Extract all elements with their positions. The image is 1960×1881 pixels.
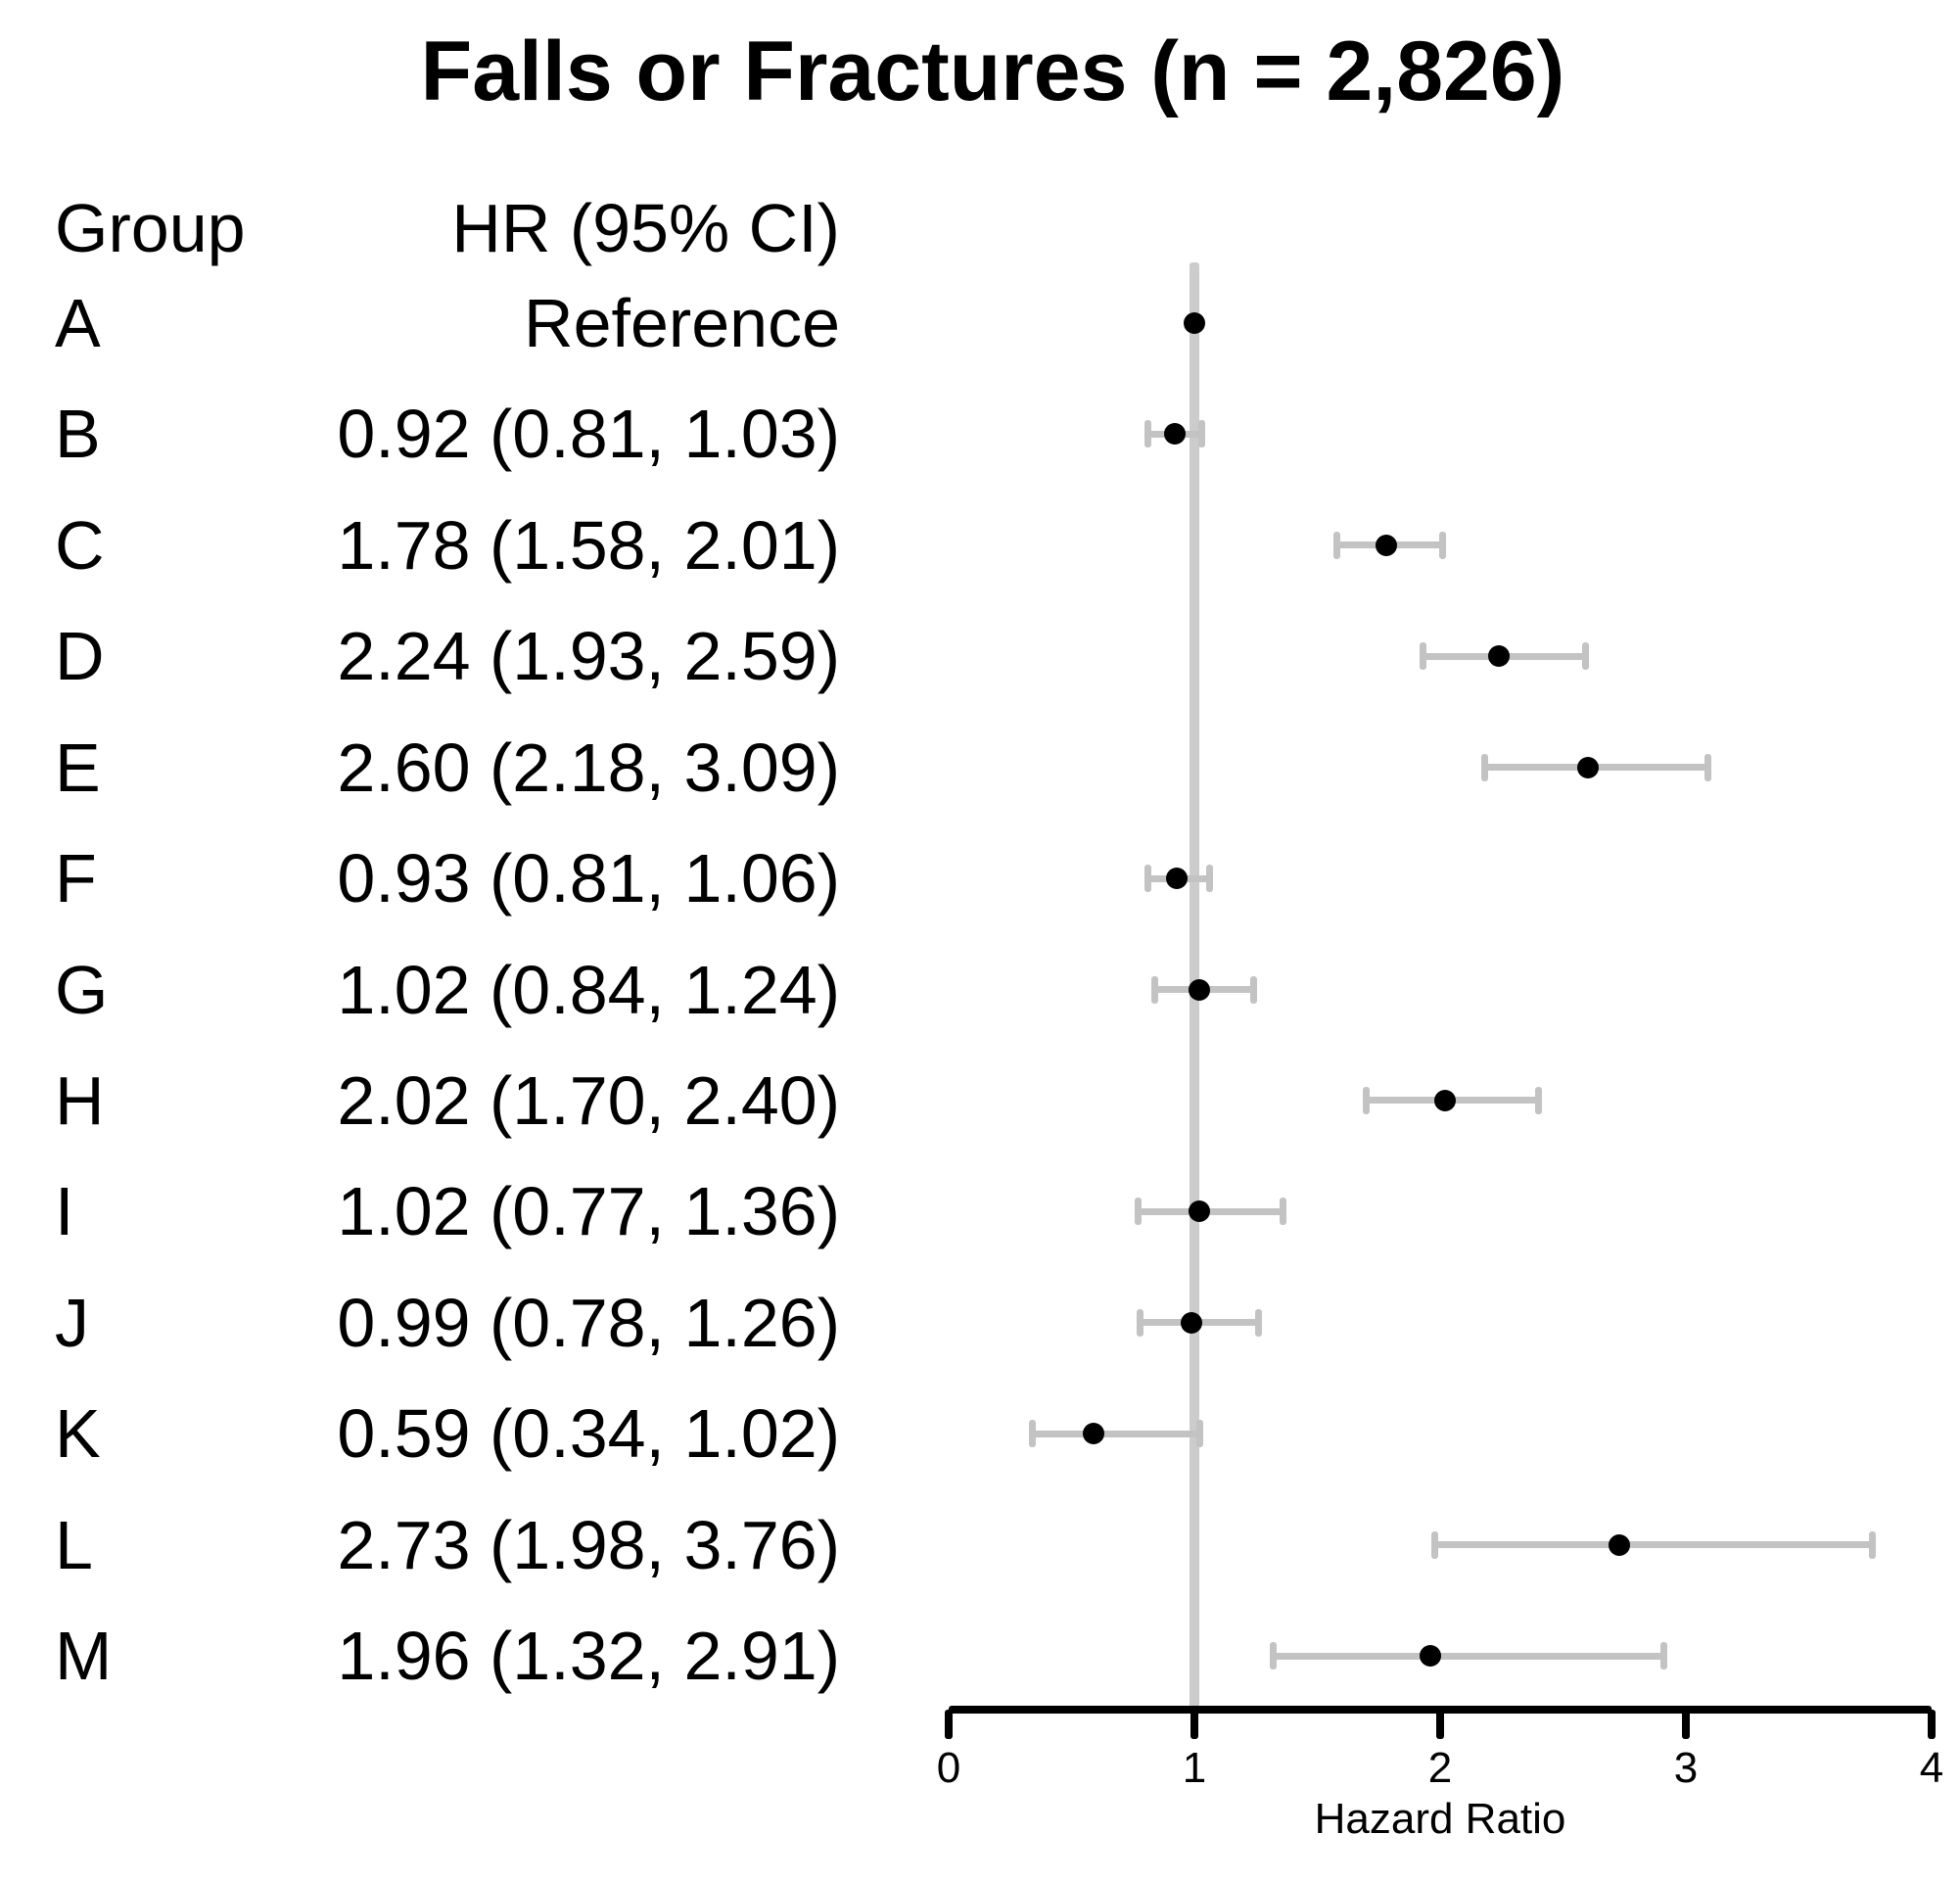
row-hr-ci-label: 2.24 (1.93, 2.59) [337,618,840,695]
error-bar-cap-right [1249,975,1257,1004]
error-bar-cap-right [1869,1530,1877,1559]
point-dot [1419,1645,1441,1668]
x-tick [1928,1710,1936,1739]
error-bar-cap-right [1279,1198,1286,1226]
point-dot [1576,756,1599,778]
point-dot [1184,312,1205,334]
error-bar [1032,1430,1199,1437]
point-dot [1083,1423,1105,1445]
error-bar-cap-left [1151,975,1159,1004]
row-group-label: B [55,396,101,473]
point-dot [1166,868,1189,890]
error-bar-cap-left [1419,642,1426,671]
hr-column-header: HR (95% CI) [451,190,840,266]
point-dot [1375,534,1397,556]
row-group-label: M [55,1618,113,1695]
row-hr-ci-label: 1.02 (0.84, 1.24) [337,951,840,1028]
row-group-label: H [55,1061,105,1139]
error-bar [1138,1207,1283,1215]
row-group-label: J [55,1284,89,1361]
point-dot [1189,978,1211,1001]
group-column-header: Group [55,190,246,266]
error-bar-cap-right [1198,420,1206,448]
row-hr-ci-label: 0.93 (0.81, 1.06) [337,840,840,917]
error-bar-cap-left [1363,1086,1371,1114]
chart-title: Falls or Fractures (n = 2,826) [420,24,1565,118]
row-group-label: D [55,618,105,695]
row-hr-ci-label: 2.02 (1.70, 2.40) [337,1061,840,1139]
error-bar-cap-right [1581,642,1589,671]
error-bar-cap-left [1269,1642,1277,1670]
error-bar-cap-left [1028,1420,1036,1448]
row-hr-ci-label: Reference [524,285,840,361]
point-dot [1181,1311,1203,1334]
x-tick-label: 2 [1427,1744,1453,1792]
error-bar-cap-left [1137,1308,1144,1337]
row-hr-ci-label: 0.99 (0.78, 1.26) [337,1284,840,1361]
row-hr-ci-label: 0.92 (0.81, 1.03) [337,396,840,473]
row-group-label: C [55,506,105,584]
row-group-label: G [55,951,109,1028]
x-tick-label: 1 [1182,1744,1207,1792]
point-dot [1163,423,1186,446]
row-hr-ci-label: 1.78 (1.58, 2.01) [337,506,840,584]
point-dot [1434,1089,1457,1111]
row-group-label: I [55,1173,74,1250]
row-group-label: L [55,1506,93,1583]
row-group-label: K [55,1395,101,1473]
row-hr-ci-label: 1.96 (1.32, 2.91) [337,1618,840,1695]
error-bar-cap-right [1534,1086,1542,1114]
x-axis-label: Hazard Ratio [1314,1795,1566,1843]
row-group-label: F [55,840,97,917]
row-group-label: E [55,729,101,806]
row-hr-ci-label: 2.60 (2.18, 3.09) [337,729,840,806]
error-bar-cap-left [1134,1198,1142,1226]
x-tick-label: 0 [936,1744,961,1792]
row-group-label: A [55,285,101,361]
row-hr-ci-label: 0.59 (0.34, 1.02) [337,1395,840,1473]
error-bar [1273,1652,1664,1660]
error-bar-cap-right [1704,753,1712,781]
point-dot [1609,1533,1631,1556]
x-tick [1190,1710,1198,1739]
error-bar-cap-left [1431,1530,1439,1559]
x-tick [945,1710,953,1739]
point-dot [1488,645,1511,668]
error-bar-cap-right [1439,531,1446,559]
error-bar-cap-right [1205,865,1213,893]
error-bar-cap-right [1195,1420,1203,1448]
error-bar-cap-right [1659,1642,1667,1670]
x-tick-label: 4 [1919,1744,1944,1792]
row-hr-ci-label: 1.02 (0.77, 1.36) [337,1173,840,1250]
row-hr-ci-label: 2.73 (1.98, 3.76) [337,1506,840,1583]
x-tick [1436,1710,1444,1739]
error-bar [1434,1541,1873,1549]
x-tick-label: 3 [1673,1744,1699,1792]
error-bar-cap-left [1333,531,1341,559]
error-bar-cap-left [1480,753,1488,781]
point-dot [1189,1200,1211,1223]
x-tick [1682,1710,1690,1739]
error-bar-cap-left [1143,865,1151,893]
error-bar-cap-right [1254,1308,1262,1337]
error-bar-cap-left [1143,420,1151,448]
